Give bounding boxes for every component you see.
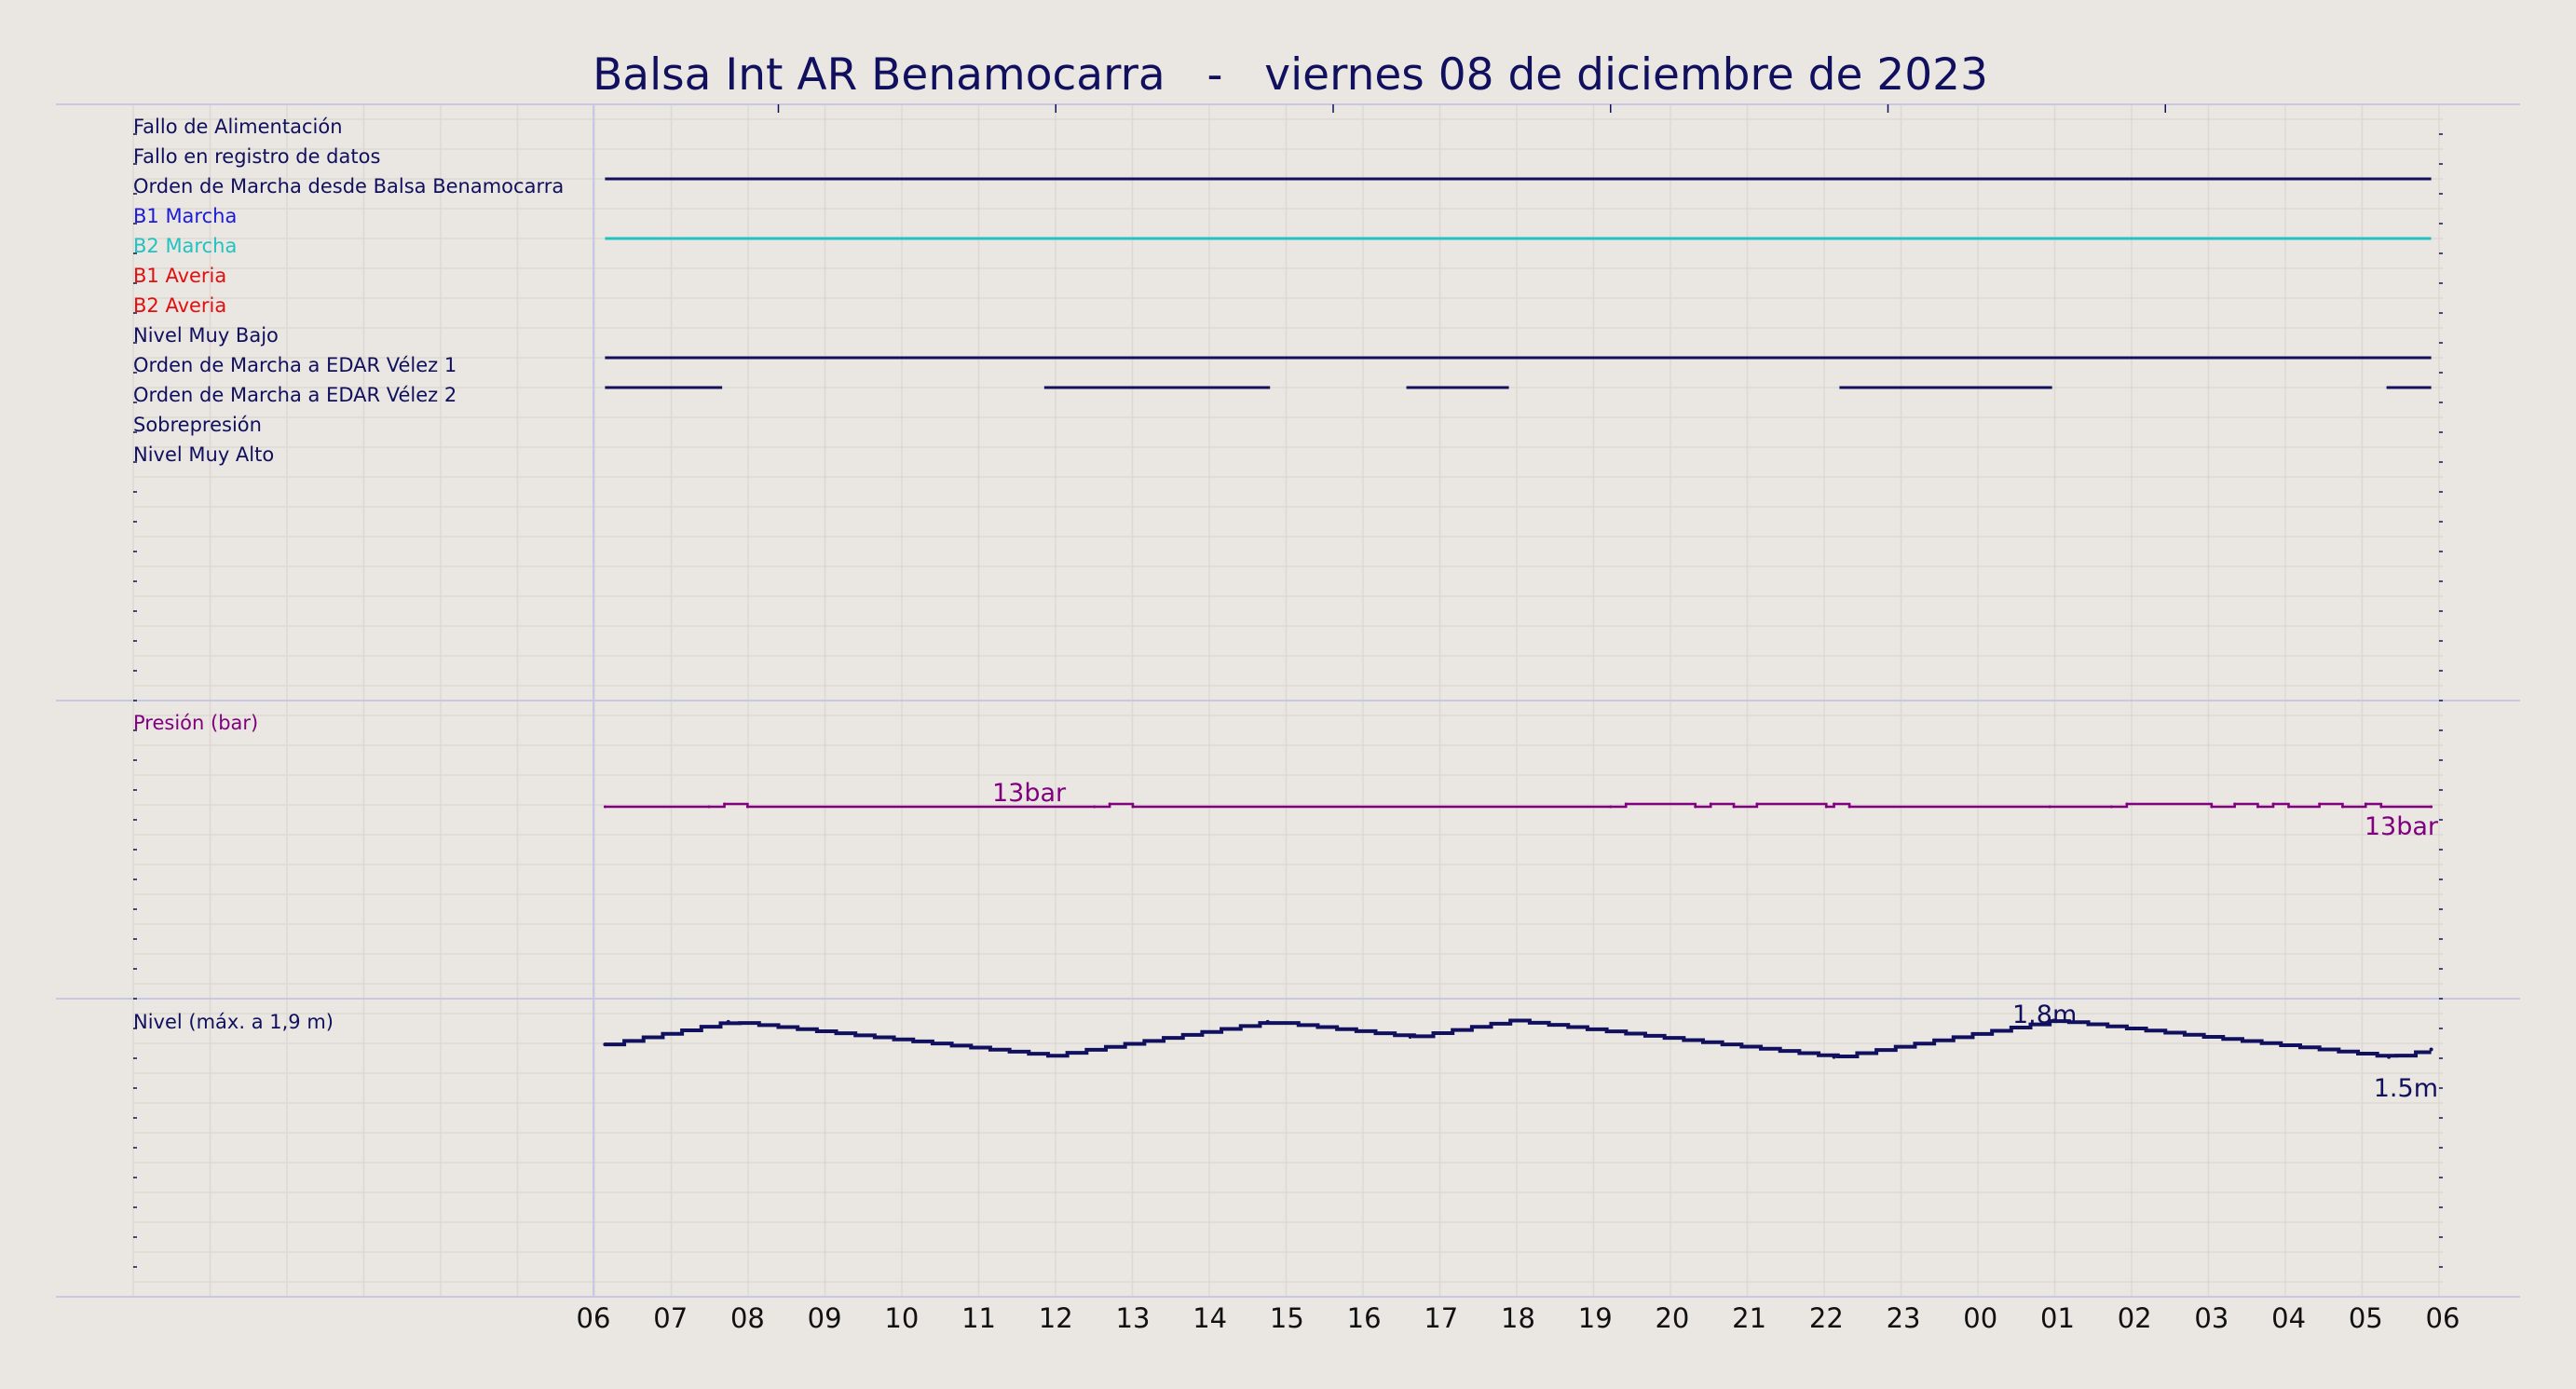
pressure-point	[1609, 805, 1613, 809]
pressure-point	[2210, 805, 2214, 809]
x-tick-label: 01	[2040, 1302, 2075, 1334]
x-tick-label: 19	[1578, 1302, 1613, 1334]
level-point	[2429, 1047, 2433, 1052]
x-tick-label: 10	[884, 1302, 919, 1334]
pressure-point	[1847, 805, 1851, 809]
signal-label: B2 Averia	[133, 294, 226, 317]
pressure-point	[1624, 802, 1628, 806]
level-annotation-max: 1.8m	[2012, 1001, 2077, 1029]
pressure-point	[2271, 802, 2275, 806]
signal-label: B1 Marcha	[133, 205, 237, 227]
level-point	[2387, 1055, 2392, 1059]
x-tick-label: 04	[2271, 1302, 2306, 1334]
x-tick-label: 05	[2349, 1302, 2383, 1334]
pressure-point	[2287, 805, 2291, 809]
level-series	[603, 1018, 2433, 1059]
signal-label: Fallo de Alimentación	[133, 116, 343, 138]
pressure-point	[707, 805, 711, 809]
x-tick-label: 20	[1655, 1302, 1689, 1334]
x-tick-label: 21	[1732, 1302, 1766, 1334]
pressure-panel-label: Presión (bar)	[133, 712, 258, 734]
level-point	[1265, 1019, 1270, 1024]
signal-lines	[605, 177, 2432, 389]
x-tick-label: 23	[1887, 1302, 1921, 1334]
level-point	[1832, 1055, 1836, 1059]
signal-label: Orden de Marcha desde Balsa Benamocarra	[133, 175, 564, 197]
x-tick-label: 09	[808, 1302, 842, 1334]
pressure-point	[2318, 802, 2322, 806]
pressure-point	[2364, 802, 2367, 806]
pressure-point	[1833, 802, 1836, 806]
signal-label: B1 Averia	[133, 265, 226, 287]
pressure-point	[2340, 805, 2344, 809]
pressure-point	[2048, 805, 2051, 809]
level-point	[726, 1019, 730, 1024]
pressure-point	[603, 805, 607, 809]
x-tick-label: 17	[1424, 1302, 1458, 1334]
x-tick-label: 11	[961, 1302, 996, 1334]
signal-label: Nivel Muy Bajo	[133, 324, 279, 347]
signal-label: Sobrepresión	[133, 414, 262, 436]
pressure-point	[2233, 802, 2237, 806]
pressure-point	[2125, 802, 2129, 806]
level-annotation-end: 1.5m	[2374, 1074, 2438, 1103]
x-tick-label: 06	[577, 1302, 611, 1334]
pressure-series	[603, 802, 2433, 809]
signal-label: Orden de Marcha a EDAR Vélez 2	[133, 384, 457, 406]
x-tick-label: 08	[730, 1302, 765, 1334]
pressure-point	[1709, 802, 1712, 806]
level-point	[1508, 1018, 1513, 1023]
x-tick-label: 22	[1809, 1302, 1844, 1334]
level-point	[1408, 1035, 1412, 1040]
signal-labels: Fallo de Alimentación Fallo en registro d…	[133, 116, 564, 466]
pressure-annotation-mid: 13bar	[992, 779, 1067, 808]
x-tick-label: 15	[1270, 1302, 1304, 1334]
pressure-point	[2430, 805, 2433, 809]
signal-label: Nivel Muy Alto	[133, 443, 274, 466]
x-axis-tick-labels: 06 07 08 09 10 11 12 13 14 15 16 17 18 19 20 21 22 23 00 01…	[577, 1302, 2460, 1334]
signal-label: Fallo en registro de datos	[133, 145, 380, 168]
x-tick-label: 13	[1116, 1302, 1151, 1334]
pressure-point	[2109, 805, 2113, 809]
level-point	[1045, 1054, 1050, 1058]
level-line	[605, 1018, 2432, 1058]
level-point	[603, 1042, 607, 1047]
chart-title: Balsa Int AR Benamocarra - viernes 08 de…	[593, 49, 1988, 101]
pressure-point	[1093, 805, 1097, 809]
pressure-point	[1732, 805, 1736, 809]
pressure-point	[2379, 805, 2383, 809]
level-panel-label: Nivel (máx. a 1,9 m)	[133, 1011, 334, 1033]
x-tick-label: 12	[1039, 1302, 1073, 1334]
chart-grid	[132, 104, 2443, 1297]
x-tick-label: 16	[1347, 1302, 1382, 1334]
pressure-point	[1108, 802, 1111, 806]
pressure-point	[745, 805, 749, 809]
signal-label: B2 Marcha	[133, 235, 237, 257]
pressure-point	[1694, 805, 1697, 809]
axis-ticks	[133, 104, 2443, 1268]
x-tick-label: 18	[1501, 1302, 1535, 1334]
x-tick-label: 14	[1193, 1302, 1227, 1334]
x-tick-label: 00	[1963, 1302, 1997, 1334]
x-tick-label: 07	[653, 1302, 688, 1334]
panel-separators	[56, 103, 2520, 1298]
pressure-point	[723, 802, 727, 806]
x-tick-label: 02	[2118, 1302, 2152, 1334]
x-tick-label: 03	[2194, 1302, 2228, 1334]
pressure-point	[1755, 802, 1759, 806]
signal-label: Orden de Marcha a EDAR Vélez 1	[133, 354, 457, 376]
level-point	[2051, 1018, 2056, 1023]
x-tick-label: 06	[2426, 1302, 2460, 1334]
pressure-point	[1131, 805, 1135, 809]
pressure-point	[1824, 805, 1828, 809]
pressure-annotation-end: 13bar	[2365, 812, 2439, 841]
pressure-point	[2256, 805, 2259, 809]
